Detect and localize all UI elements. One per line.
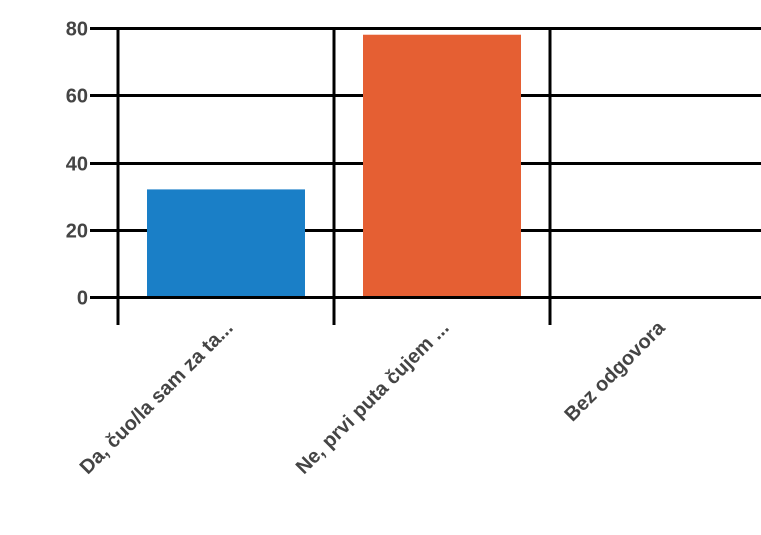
y-tick-label-60: 60 — [66, 86, 88, 108]
bar-0 — [147, 189, 305, 297]
bar-layer — [147, 34, 521, 297]
x-tick-label-1: Ne, prvi puta čujem ... — [292, 317, 454, 479]
y-tick-label-0: 0 — [77, 288, 88, 310]
x-tick-label-2: Bez odgovora — [560, 316, 670, 426]
y-tick-label-80: 80 — [66, 19, 88, 41]
bar-1 — [363, 34, 521, 297]
y-tick-label-20: 20 — [66, 221, 88, 243]
y-tick-label-40: 40 — [66, 154, 88, 176]
x-tick-label-0: Da, čuo/la sam za ta... — [76, 317, 238, 479]
